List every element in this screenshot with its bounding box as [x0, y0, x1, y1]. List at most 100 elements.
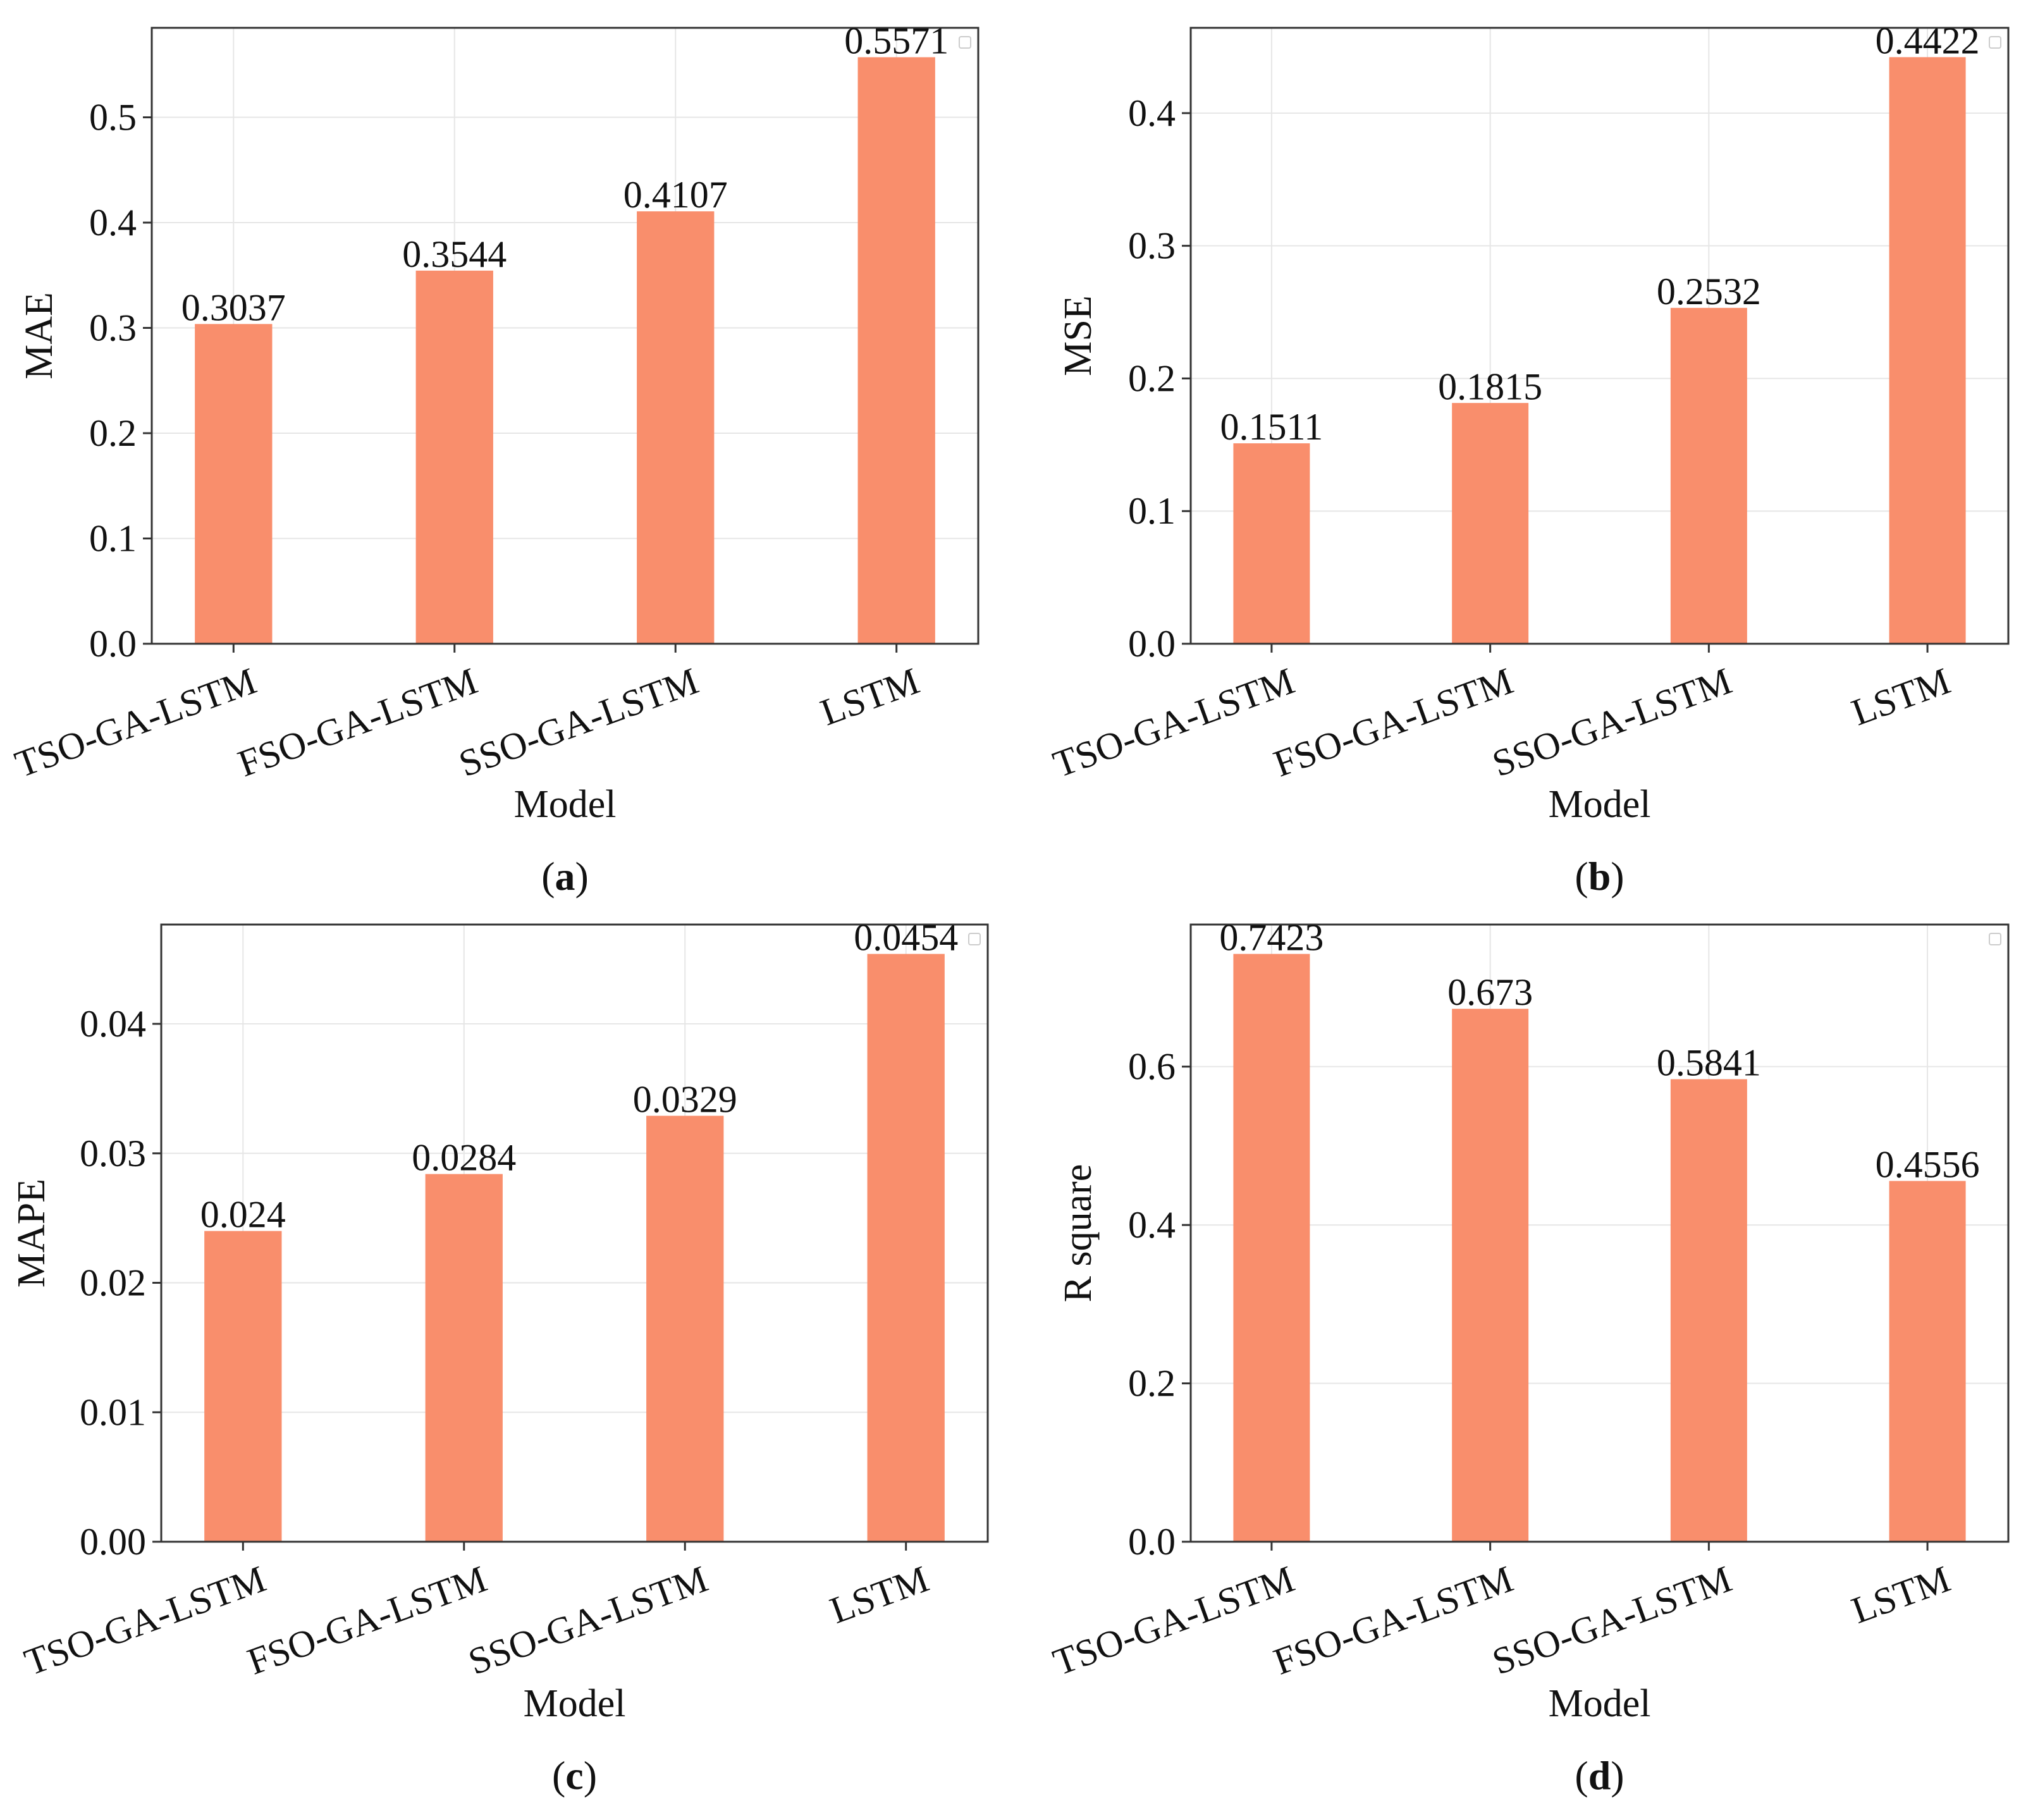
x-tick-label: SSO-GA-LSTM — [453, 660, 703, 785]
bar-d-1 — [1452, 1009, 1529, 1542]
y-tick-label: 0.4 — [1128, 92, 1176, 134]
x-tick-label: TSO-GA-LSTM — [1048, 1558, 1299, 1683]
y-tick-label: 0.03 — [80, 1133, 146, 1174]
x-tick-label: FSO-GA-LSTM — [1268, 660, 1518, 785]
bar-value-label: 0.4107 — [623, 174, 728, 216]
bar-b-3 — [1889, 57, 1966, 644]
bar-value-label: 0.5571 — [844, 20, 949, 61]
y-tick-label: 0.2 — [1128, 357, 1176, 399]
y-tick-label: 0.6 — [1128, 1046, 1176, 1088]
x-axis-title: Model — [524, 1682, 626, 1725]
bar-d-0 — [1233, 954, 1310, 1542]
y-tick-label: 0.4 — [1128, 1204, 1176, 1246]
panel-label-open: ( — [552, 1753, 565, 1798]
bar-value-label: 0.3544 — [402, 233, 507, 275]
y-tick-label: 0.2 — [1128, 1363, 1176, 1405]
bar-value-label: 0.2532 — [1657, 271, 1761, 312]
bar-b-0 — [1233, 443, 1310, 644]
panel-label-close: ) — [584, 1753, 597, 1798]
y-tick-label: 0.3 — [89, 307, 137, 349]
x-tick-label: TSO-GA-LSTM — [1048, 660, 1299, 785]
y-tick-label: 0.00 — [80, 1521, 146, 1563]
bar-value-label: 0.0329 — [633, 1078, 737, 1120]
bar-d-3 — [1889, 1181, 1966, 1542]
x-tick-label: LSTM — [1846, 1558, 1956, 1632]
x-tick-label: LSTM — [825, 1558, 934, 1632]
x-tick-label: FSO-GA-LSTM — [233, 660, 482, 785]
x-tick-label: TSO-GA-LSTM — [19, 1558, 271, 1683]
bar-value-label: 0.7423 — [1219, 916, 1324, 958]
y-tick-label: 0.0 — [1128, 623, 1176, 665]
x-axis-title: Model — [1549, 783, 1651, 826]
plot-frame — [1189, 27, 2010, 645]
y-axis-title: R square — [1057, 1164, 1100, 1303]
panel-label-letter: a — [555, 854, 575, 899]
plot-frame — [1189, 923, 2010, 1543]
y-tick-label: 0.01 — [80, 1391, 146, 1433]
bar-value-label: 0.5841 — [1657, 1042, 1761, 1084]
chart-panel-c: 0.00 0.01 0.02 0.03 0.04 TSO-GA-LSTMFSO-GA-LS… — [10, 916, 989, 1798]
bar-a-2 — [637, 211, 715, 644]
panel-label-open: ( — [1575, 854, 1588, 899]
legend-box — [959, 36, 971, 49]
x-tick-label: SSO-GA-LSTM — [1487, 660, 1736, 785]
bar-value-label: 0.4422 — [1876, 20, 1980, 61]
bar-b-2 — [1670, 307, 1747, 644]
x-tick-label: LSTM — [815, 660, 924, 734]
y-tick-label: 0.0 — [89, 623, 137, 665]
x-tick-label: FSO-GA-LSTM — [1268, 1558, 1518, 1683]
y-tick-label: 0.02 — [80, 1262, 146, 1304]
y-tick-label: 0.4 — [89, 202, 137, 243]
panel-label-close: ) — [1611, 1753, 1624, 1798]
panel-label: (c) — [552, 1753, 597, 1798]
panel-label: (b) — [1575, 854, 1624, 899]
panel-label-letter: d — [1588, 1753, 1611, 1798]
y-tick-label: 0.0 — [1128, 1521, 1176, 1563]
bar-value-label: 0.024 — [200, 1194, 286, 1236]
y-axis-title: MSE — [1057, 295, 1100, 376]
panel-label: (a) — [541, 854, 589, 899]
y-tick-label: 0.04 — [80, 1003, 146, 1045]
bar-c-1 — [425, 1174, 503, 1542]
x-tick-label: LSTM — [1846, 660, 1956, 734]
panel-label-close: ) — [1611, 854, 1624, 899]
bar-a-1 — [415, 270, 493, 644]
bar-d-2 — [1670, 1079, 1747, 1542]
legend-box — [968, 933, 981, 945]
bar-a-3 — [857, 57, 935, 644]
bar-value-label: 0.673 — [1447, 971, 1533, 1013]
chart-panel-a: 0.0 0.1 0.2 0.3 0.4 0.5 TSO-GA-LSTMFSO-GA-LSTM… — [9, 20, 980, 899]
x-tick-label: SSO-GA-LSTM — [463, 1558, 713, 1683]
panel-label-open: ( — [541, 854, 555, 899]
bar-value-label: 0.4556 — [1876, 1143, 1980, 1185]
bar-c-2 — [646, 1116, 724, 1542]
panel-label-letter: c — [565, 1753, 583, 1798]
y-tick-label: 0.1 — [89, 518, 137, 560]
legend-box — [1989, 36, 2001, 49]
x-tick-label: SSO-GA-LSTM — [1487, 1558, 1736, 1683]
bar-a-0 — [195, 324, 273, 644]
x-axis-title: Model — [514, 783, 617, 826]
chart-panel-b: 0.0 0.1 0.2 0.3 0.4 TSO-GA-LSTMFSO-GA-LSTMSSO… — [1048, 20, 2010, 899]
y-tick-label: 0.2 — [89, 412, 137, 454]
bar-value-label: 0.1815 — [1438, 366, 1542, 407]
y-axis-title: MAPE — [10, 1179, 53, 1288]
x-tick-label: FSO-GA-LSTM — [242, 1558, 492, 1683]
bar-b-1 — [1452, 403, 1529, 644]
x-axis-title: Model — [1549, 1682, 1651, 1725]
plot-frame — [150, 27, 980, 645]
panel-label-letter: b — [1588, 854, 1611, 899]
y-axis-title: MAE — [18, 292, 61, 379]
x-tick-label: TSO-GA-LSTM — [9, 660, 261, 785]
panel-label-close: ) — [575, 854, 589, 899]
bar-c-3 — [867, 954, 945, 1542]
legend-box — [1989, 933, 2001, 945]
y-tick-label: 0.1 — [1128, 490, 1176, 532]
panel-label-open: ( — [1575, 1753, 1588, 1798]
y-tick-label: 0.5 — [89, 97, 137, 138]
chart-panel-d: 0.0 0.2 0.4 0.6 TSO-GA-LSTMFSO-GA-LSTMSSO-GA… — [1048, 916, 2010, 1798]
panel-label: (d) — [1575, 1753, 1624, 1798]
plot-frame — [160, 923, 989, 1543]
bar-value-label: 0.0454 — [854, 916, 958, 958]
